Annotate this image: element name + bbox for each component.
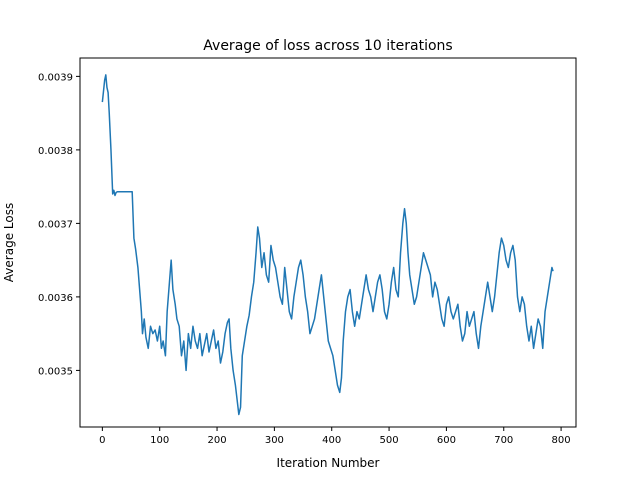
x-tick-label: 400 bbox=[322, 435, 341, 446]
x-tick-label: 0 bbox=[99, 435, 105, 446]
plot-area bbox=[79, 57, 577, 428]
y-tick-label: 0.0039 bbox=[38, 72, 73, 83]
y-tick-label: 0.0038 bbox=[38, 146, 73, 157]
x-axis-label: Iteration Number bbox=[277, 456, 380, 470]
x-tick-label: 500 bbox=[380, 435, 399, 446]
y-axis-label: Average Loss bbox=[2, 203, 16, 282]
axes-frame bbox=[79, 57, 577, 428]
x-tick-label: 700 bbox=[494, 435, 513, 446]
x-tick-label: 800 bbox=[552, 435, 571, 446]
x-axis: 0 100 200 300 400 500 600 700 800 bbox=[99, 427, 571, 446]
x-tick-label: 300 bbox=[265, 435, 284, 446]
y-axis: 0.0035 0.0036 0.0037 0.0038 0.0039 bbox=[38, 72, 80, 377]
y-tick-label: 0.0035 bbox=[38, 366, 73, 377]
chart-title: Average of loss across 10 iterations bbox=[203, 38, 452, 54]
x-tick-label: 600 bbox=[437, 435, 456, 446]
x-tick-label: 200 bbox=[207, 435, 226, 446]
y-tick-label: 0.0037 bbox=[38, 219, 73, 230]
y-tick-label: 0.0036 bbox=[38, 293, 73, 304]
x-tick-label: 100 bbox=[150, 435, 169, 446]
series-line bbox=[101, 74, 554, 416]
